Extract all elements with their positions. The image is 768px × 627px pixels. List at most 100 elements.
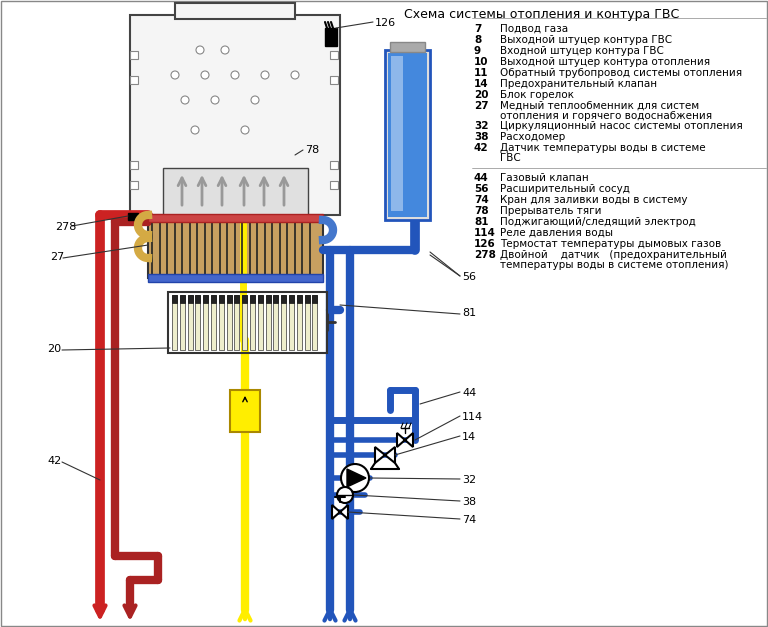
Circle shape	[201, 71, 209, 79]
Bar	[130, 15, 340, 215]
Circle shape	[181, 96, 189, 104]
Text: Медный теплообменник для систем: Медный теплообменник для систем	[500, 101, 699, 111]
Text: 14: 14	[474, 79, 488, 89]
Circle shape	[196, 46, 204, 54]
Circle shape	[337, 487, 353, 503]
Text: 44: 44	[462, 388, 476, 398]
Bar	[296, 295, 302, 303]
Text: 74: 74	[474, 195, 488, 205]
Bar	[230, 390, 260, 432]
Text: 74: 74	[462, 515, 476, 525]
Bar	[168, 292, 327, 353]
Bar	[234, 295, 240, 350]
Bar	[388, 53, 427, 217]
Circle shape	[211, 96, 219, 104]
Bar	[281, 295, 286, 350]
Text: Выходной штуцер контура ГВС: Выходной штуцер контура ГВС	[500, 35, 672, 45]
Text: Схема системы отопления и контура ГВС: Схема системы отопления и контура ГВС	[405, 8, 680, 21]
Circle shape	[261, 71, 269, 79]
Bar	[390, 42, 425, 52]
Text: 81: 81	[474, 217, 488, 227]
Polygon shape	[397, 433, 413, 447]
Text: Газовый клапан: Газовый клапан	[500, 173, 589, 183]
Bar	[234, 295, 240, 303]
Text: 20: 20	[47, 344, 61, 354]
Text: 114: 114	[462, 412, 483, 422]
Text: 78: 78	[305, 145, 319, 155]
Bar	[204, 295, 208, 350]
Bar	[250, 295, 255, 350]
Text: 27: 27	[50, 252, 65, 262]
Polygon shape	[375, 447, 395, 463]
Text: Входной штуцер контура ГВС: Входной штуцер контура ГВС	[500, 46, 664, 56]
Text: 78: 78	[474, 206, 488, 216]
Text: 56: 56	[462, 272, 476, 282]
Text: 114: 114	[474, 228, 496, 238]
Text: Термостат температуры дымовых газов: Термостат температуры дымовых газов	[500, 239, 721, 249]
Text: Расширительный сосуд: Расширительный сосуд	[500, 184, 630, 194]
Bar	[258, 295, 263, 303]
Bar	[172, 295, 177, 303]
Bar	[266, 295, 270, 303]
Bar	[242, 295, 247, 350]
Bar	[281, 295, 286, 303]
Text: 126: 126	[474, 239, 496, 249]
Text: 278: 278	[474, 250, 496, 260]
Bar	[187, 295, 193, 303]
Bar	[211, 295, 216, 303]
Text: 42: 42	[47, 456, 61, 466]
Bar	[195, 295, 200, 350]
Text: ГВС: ГВС	[500, 153, 521, 163]
Polygon shape	[347, 469, 366, 487]
Bar	[330, 76, 338, 84]
Bar	[130, 76, 138, 84]
Text: 32: 32	[462, 475, 476, 485]
Bar	[128, 213, 138, 220]
Bar	[130, 51, 138, 59]
Text: Подвод газа: Подвод газа	[500, 24, 568, 34]
Bar	[313, 295, 317, 303]
Bar	[219, 295, 223, 350]
Circle shape	[191, 126, 199, 134]
Text: Прерыватель тяги: Прерыватель тяги	[500, 206, 601, 216]
Text: температуры воды в системе отопления): температуры воды в системе отопления)	[500, 260, 729, 270]
Text: 11: 11	[474, 68, 488, 78]
Bar	[289, 295, 294, 350]
Circle shape	[241, 126, 249, 134]
Text: 126: 126	[375, 18, 396, 28]
Bar	[330, 161, 338, 169]
Bar	[130, 161, 138, 169]
Bar	[211, 295, 216, 350]
Circle shape	[291, 71, 299, 79]
Bar	[273, 295, 278, 303]
Circle shape	[221, 46, 229, 54]
Text: Обратный трубопровод системы отопления: Обратный трубопровод системы отопления	[500, 68, 742, 78]
Text: Выходной штуцер контура отопления: Выходной штуцер контура отопления	[500, 57, 710, 67]
Bar	[266, 295, 270, 350]
Bar	[195, 295, 200, 303]
Circle shape	[341, 464, 369, 492]
Text: Кран для заливки воды в систему: Кран для заливки воды в систему	[500, 195, 687, 205]
Text: 32: 32	[474, 121, 488, 131]
Text: 42: 42	[474, 143, 488, 153]
Text: 38: 38	[462, 497, 476, 507]
Bar	[242, 295, 247, 303]
Text: 44: 44	[474, 173, 488, 183]
Text: Датчик температуры воды в системе: Датчик температуры воды в системе	[500, 143, 706, 153]
Bar	[313, 295, 317, 350]
Circle shape	[251, 96, 259, 104]
Text: 8: 8	[474, 35, 482, 45]
Text: Циркуляционный насос системы отопления: Циркуляционный насос системы отопления	[500, 121, 743, 131]
Bar	[227, 295, 232, 350]
Bar	[258, 295, 263, 350]
Polygon shape	[332, 505, 348, 519]
Bar	[289, 295, 294, 303]
Text: Расходомер: Расходомер	[500, 132, 565, 142]
Bar	[330, 51, 338, 59]
Bar	[273, 295, 278, 350]
Bar	[391, 56, 403, 211]
Bar	[296, 295, 302, 350]
Text: Двойной    датчик   (предохранительный: Двойной датчик (предохранительный	[500, 250, 727, 260]
Bar	[175, 3, 295, 19]
Text: 81: 81	[462, 308, 476, 318]
